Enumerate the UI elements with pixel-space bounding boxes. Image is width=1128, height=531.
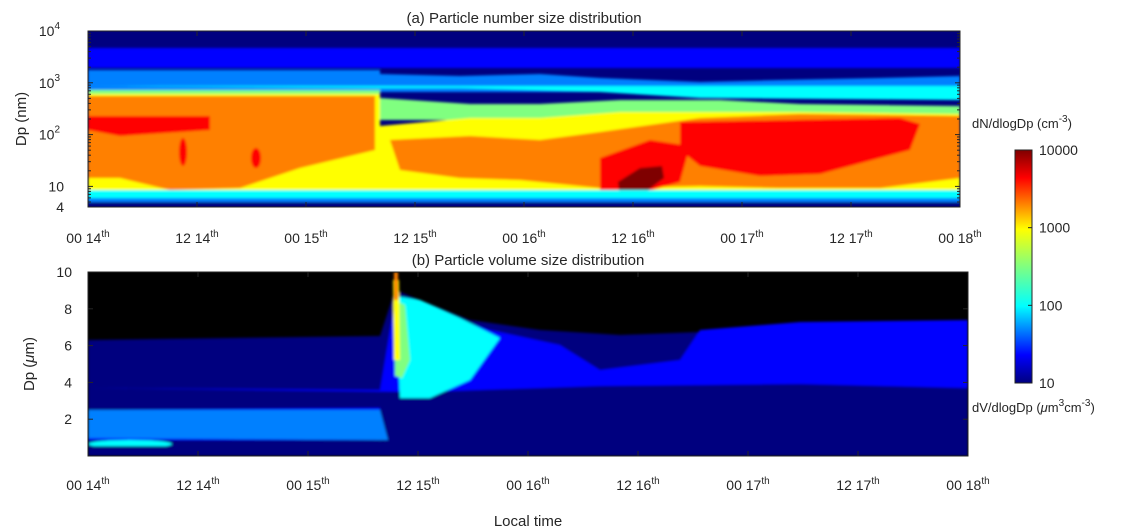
x-tick-label: 12 16th — [611, 229, 654, 246]
x-tick-label: 00 18th — [938, 229, 981, 246]
panel-b-y-ticks: 10 8 6 4 2 — [56, 264, 968, 427]
x-tick-label: 12 14th — [175, 229, 218, 246]
panel-b-x-ticks: 00 14th 12 14th 00 15th 12 15th 00 16th 12 16… — [66, 272, 990, 493]
x-tick-label: 00 16th — [506, 476, 549, 493]
y-tick-label: 4 — [64, 374, 72, 390]
colorbar-tick-label: 10 — [1039, 375, 1055, 391]
panel-b-title: (b) Particle volume size distribution — [412, 252, 645, 269]
y-tick-label: 8 — [64, 301, 72, 317]
colorbar-b-label: dV/dlogDp (μm3cm-3) — [972, 398, 1095, 415]
y-tick-label: 102 — [39, 125, 61, 143]
x-tick-label: 00 17th — [720, 229, 763, 246]
x-tick-label: 12 16th — [616, 476, 659, 493]
x-axis-label: Local time — [494, 513, 562, 530]
x-tick-label: 00 15th — [286, 476, 329, 493]
panel-a-heatmap — [88, 31, 960, 207]
x-tick-label: 00 14th — [66, 476, 109, 493]
y-tick-label: 2 — [64, 411, 72, 427]
x-tick-label: 00 18th — [946, 476, 989, 493]
colorbar-a-label: dN/dlogDp (cm-3) — [972, 114, 1072, 131]
colorbar-tick-label: 10000 — [1039, 142, 1078, 158]
panel-a-y-label: Dp (nm) — [13, 92, 30, 146]
x-tick-label: 00 17th — [726, 476, 769, 493]
y-tick-label: 10 — [48, 178, 64, 194]
y-tick-label: 6 — [64, 338, 72, 354]
x-tick-label: 00 15th — [284, 229, 327, 246]
y-tick-label: 4 — [56, 199, 64, 215]
panel-b-y-label: Dp (μm) — [21, 337, 38, 391]
y-tick-label: 10 — [56, 264, 72, 280]
colorbar-tick-label: 100 — [1039, 297, 1063, 313]
colorbar — [1014, 149, 1033, 384]
panel-b-heatmap — [88, 272, 968, 456]
colorbar-ticks: 10000 1000 100 10 — [1028, 142, 1078, 391]
x-tick-label: 12 17th — [836, 476, 879, 493]
y-tick-label: 104 — [39, 21, 61, 39]
x-tick-label: 12 14th — [176, 476, 219, 493]
x-tick-label: 00 16th — [502, 229, 545, 246]
x-tick-label: 12 15th — [393, 229, 436, 246]
x-tick-label: 12 15th — [396, 476, 439, 493]
x-tick-label: 00 14th — [66, 229, 109, 246]
panel-a-title: (a) Particle number size distribution — [406, 10, 641, 27]
x-tick-label: 12 17th — [829, 229, 872, 246]
colorbar-tick-label: 1000 — [1039, 220, 1070, 236]
y-tick-label: 103 — [39, 73, 61, 91]
panel-a-x-ticks: 00 14th 12 14th 00 15th 12 15th 00 16th 12 16… — [66, 31, 982, 246]
